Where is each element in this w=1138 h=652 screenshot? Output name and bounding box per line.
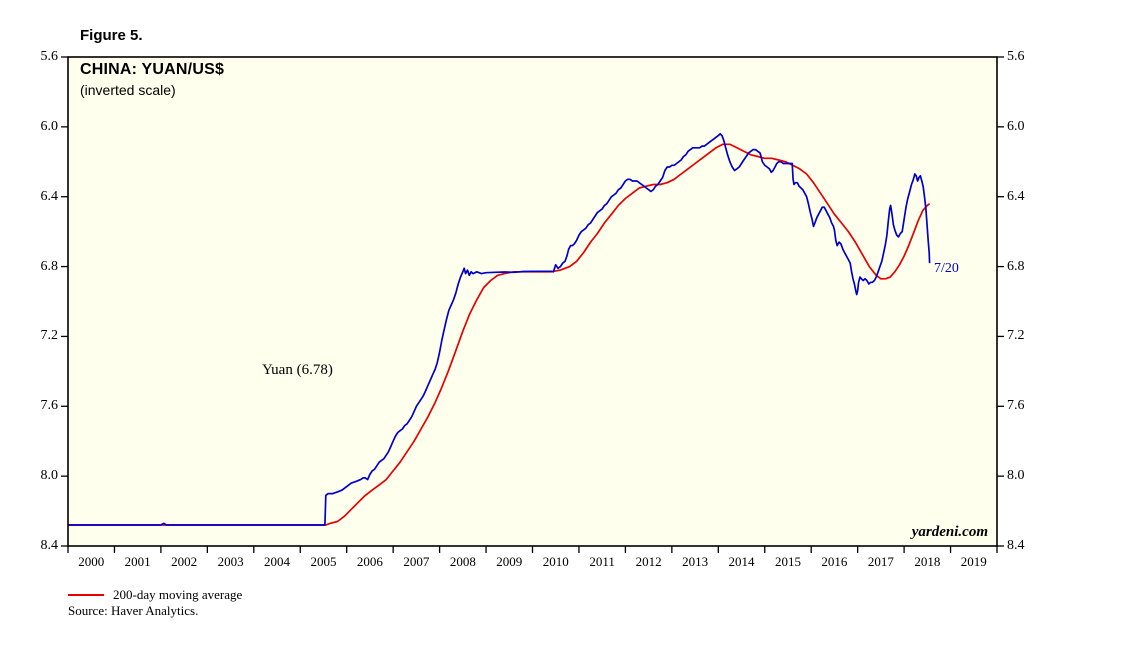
- y-axis-label-left: 7.2: [40, 328, 59, 344]
- x-axis-label: 2009: [496, 554, 523, 569]
- yardeni-watermark: yardeni.com: [911, 524, 988, 540]
- x-axis-label: 2011: [589, 554, 615, 569]
- plot-background: [68, 57, 997, 546]
- x-axis-label: 2016: [821, 554, 848, 569]
- series-line-yuan: [68, 132, 931, 526]
- figure-label: Figure 5.: [80, 27, 143, 44]
- x-axis-label: 2006: [356, 554, 383, 569]
- series-line-200-day-moving-average: [68, 143, 931, 526]
- chart-subtitle: (inverted scale): [80, 82, 176, 98]
- y-axis-label-right: 6.0: [1007, 118, 1025, 134]
- source-note: Source: Haver Analytics.: [68, 603, 199, 618]
- x-axis-label: 2018: [914, 554, 941, 569]
- y-axis-label-left: 8.0: [40, 468, 59, 484]
- y-axis-label-right: 7.6: [1007, 398, 1025, 414]
- y-axis-label-left: 6.4: [40, 188, 59, 204]
- x-axis-label: 2005: [310, 554, 337, 569]
- x-axis-label: 2019: [960, 554, 987, 569]
- y-axis-label-left: 6.0: [40, 118, 59, 134]
- y-axis-label-left: 6.8: [40, 258, 59, 274]
- ma-legend-swatch: [68, 594, 104, 596]
- x-axis-label: 2001: [124, 554, 151, 569]
- x-axis-label: 2017: [867, 554, 894, 569]
- legend: 200-day moving average: [68, 587, 242, 603]
- x-axis-label: 2015: [774, 554, 801, 569]
- x-axis-label: 2014: [728, 554, 755, 569]
- x-axis-label: 2003: [217, 554, 244, 569]
- y-axis-label-left: 8.4: [40, 538, 59, 553]
- y-axis-label-right: 7.2: [1007, 328, 1025, 344]
- y-axis-label-right: 8.0: [1007, 468, 1025, 484]
- x-axis-label: 2010: [542, 554, 569, 569]
- ma-legend-label: 200-day moving average: [113, 587, 243, 602]
- y-axis-label-right: 6.8: [1007, 258, 1025, 274]
- x-axis-label: 2002: [171, 554, 198, 569]
- y-axis-label-right: 8.4: [1007, 538, 1025, 553]
- x-axis-label: 2013: [682, 554, 709, 569]
- x-axis-label: 2007: [403, 554, 430, 569]
- latest-date-annotation: 7/20: [934, 261, 959, 276]
- y-axis-label-right: 6.4: [1007, 188, 1025, 204]
- y-axis-label-left: 7.6: [40, 398, 59, 414]
- x-axis-label: 2008: [449, 554, 476, 569]
- series-group: [68, 132, 931, 526]
- x-axis-label: 2004: [264, 554, 291, 569]
- y-axis-label-left: 5.6: [40, 49, 59, 64]
- y-axis-label-right: 5.6: [1007, 49, 1025, 64]
- chart-title: CHINA: YUAN/US$: [80, 61, 225, 78]
- x-axis-label: 2012: [635, 554, 662, 569]
- x-axis-label: 2000: [78, 554, 105, 569]
- axis-ticks: [61, 56, 1004, 553]
- yuan-value-annotation: Yuan (6.78): [262, 362, 333, 378]
